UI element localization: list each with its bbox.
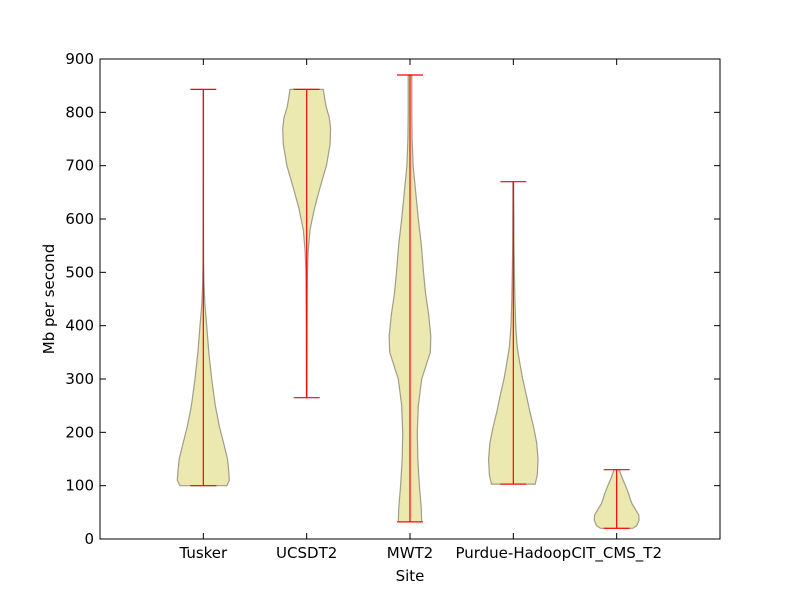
whisker-layer bbox=[190, 74, 630, 529]
x-tick-label: Tusker bbox=[178, 544, 228, 562]
y-tick-label: 0 bbox=[84, 530, 94, 548]
y-tick-label: 300 bbox=[65, 370, 94, 388]
x-axis-title: Site bbox=[396, 567, 425, 585]
y-tick-label: 900 bbox=[65, 50, 94, 68]
y-tick-label: 200 bbox=[65, 423, 94, 441]
x-tick-label: CIT_CMS_T2 bbox=[571, 544, 662, 563]
y-axis: 0 100 200 300 400 500 600 700 800 900 bbox=[65, 50, 720, 548]
x-tick-label: MWT2 bbox=[387, 544, 433, 562]
y-tick-label: 700 bbox=[65, 157, 94, 175]
x-tick-label: UCSDT2 bbox=[276, 544, 337, 562]
y-tick-label: 800 bbox=[65, 103, 94, 121]
x-axis: Tusker UCSDT2 MWT2 Purdue-Hadoop CIT_CMS_T2 bbox=[178, 59, 662, 563]
y-tick-label: 100 bbox=[65, 477, 94, 495]
y-tick-label: 600 bbox=[65, 210, 94, 228]
y-tick-label: 500 bbox=[65, 263, 94, 281]
y-axis-title: Mb per second bbox=[40, 244, 58, 354]
y-tick-label: 400 bbox=[65, 317, 94, 335]
x-tick-label: Purdue-Hadoop bbox=[455, 544, 571, 562]
